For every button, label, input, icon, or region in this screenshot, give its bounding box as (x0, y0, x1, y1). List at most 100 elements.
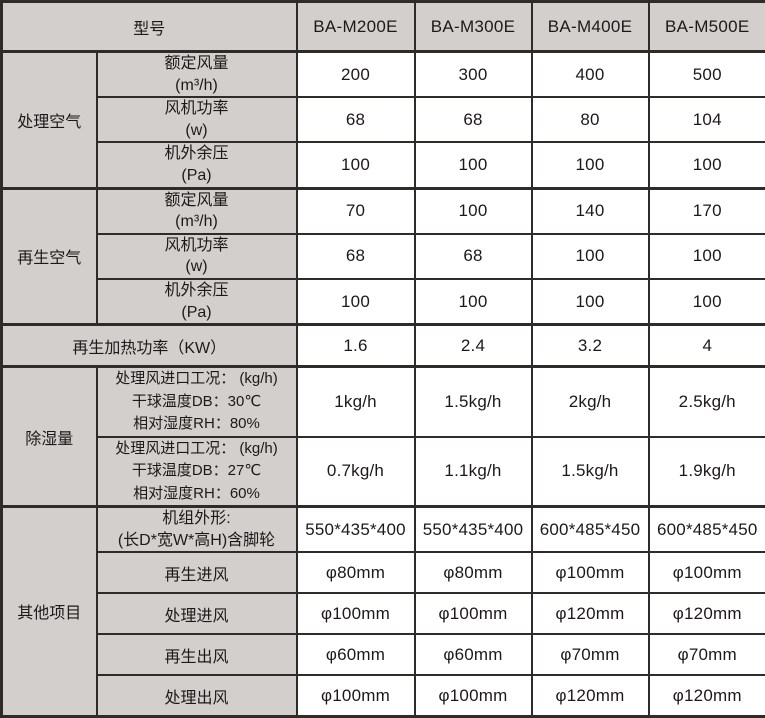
table-row: 机外余压 (Pa) 100 100 100 100 (2, 279, 765, 325)
group-label-regen-air: 再生空气 (2, 188, 97, 325)
table-row: 处理进风 φ100mm φ100mm φ120mm φ120mm (2, 593, 765, 634)
spec-value-cell: 2.5kg/h (649, 367, 765, 437)
spec-label-cell: 额定风量 (m³/h) (97, 188, 297, 234)
spec-value-cell: 68 (415, 97, 532, 142)
spec-value-cell: φ80mm (415, 552, 532, 593)
spec-value-cell: 100 (532, 142, 649, 188)
spec-value-cell: φ70mm (532, 634, 649, 675)
spec-value-cell: φ100mm (415, 593, 532, 634)
spec-value-cell: 1.6 (297, 325, 415, 367)
spec-value-cell: 68 (415, 234, 532, 279)
spec-label-cell: 机外余压 (Pa) (97, 279, 297, 325)
spec-value-cell: 100 (297, 142, 415, 188)
spec-value-cell: φ80mm (297, 552, 415, 593)
model-header-cell: BA-M300E (415, 2, 532, 52)
spec-value-cell: 200 (297, 52, 415, 98)
table-row: 处理空气 额定风量 (m³/h) 200 300 400 500 (2, 52, 765, 98)
spec-value-cell: 600*485*450 (649, 507, 765, 553)
spec-value-cell: 550*435*400 (415, 507, 532, 553)
spec-label-line: (w) (100, 120, 294, 142)
spec-value-cell: 80 (532, 97, 649, 142)
spec-value-cell: 1.9kg/h (649, 437, 765, 507)
spec-label-cell: 再生出风 (97, 634, 297, 675)
spec-label-line: (Pa) (100, 165, 294, 187)
spec-value-cell: 3.2 (532, 325, 649, 367)
group-label-other-items: 其他项目 (2, 507, 97, 717)
spec-value-cell: 100 (649, 142, 765, 188)
spec-label-line: 相对湿度RH：60% (100, 483, 294, 506)
spec-value-cell: φ100mm (415, 675, 532, 716)
spec-value-cell: 400 (532, 52, 649, 98)
model-header-cell: BA-M200E (297, 2, 415, 52)
spec-value-cell: 170 (649, 188, 765, 234)
spec-value-cell: φ60mm (297, 634, 415, 675)
spec-label-cell: 机组外形: (长D*宽W*高H)含脚轮 (97, 507, 297, 553)
spec-value-cell: 100 (415, 188, 532, 234)
table-row: 其他项目 机组外形: (长D*宽W*高H)含脚轮 550*435*400 550… (2, 507, 765, 553)
spec-label-line: (m³/h) (100, 75, 294, 97)
table-row: 除湿量 处理风进口工况： (kg/h) 干球温度DB：30℃ 相对湿度RH：80… (2, 367, 765, 437)
spec-value-cell: φ120mm (532, 593, 649, 634)
spec-label-line: (Pa) (100, 302, 294, 324)
table-row: 风机功率 (w) 68 68 100 100 (2, 234, 765, 279)
spec-label-line: 风机功率 (100, 235, 294, 257)
spec-value-cell: 1kg/h (297, 367, 415, 437)
spec-label-line: 干球温度DB：27℃ (100, 460, 294, 483)
spec-label-line: 处理风进口工况： (kg/h) (100, 438, 294, 461)
spec-value-cell: 100 (532, 279, 649, 325)
spec-label-line: 处理风进口工况： (kg/h) (100, 368, 294, 391)
spec-value-cell: 2kg/h (532, 367, 649, 437)
spec-value-cell: φ100mm (297, 593, 415, 634)
spec-label-line: 额定风量 (100, 190, 294, 212)
spec-label-line: 机外余压 (100, 280, 294, 302)
table-row: 再生空气 额定风量 (m³/h) 70 100 140 170 (2, 188, 765, 234)
spec-label-cell: 处理风进口工况： (kg/h) 干球温度DB：30℃ 相对湿度RH：80% (97, 367, 297, 437)
spec-value-cell: 2.4 (415, 325, 532, 367)
spec-label-line: 机外余压 (100, 143, 294, 165)
model-header-cell: BA-M400E (532, 2, 649, 52)
spec-value-cell: φ100mm (297, 675, 415, 716)
model-header-label: 型号 (2, 2, 297, 52)
spec-value-cell: 550*435*400 (297, 507, 415, 553)
spec-value-cell: φ70mm (649, 634, 765, 675)
spec-value-cell: 68 (297, 234, 415, 279)
spec-value-cell: 100 (532, 234, 649, 279)
regen-heating-label: 再生加热功率（KW） (2, 325, 297, 367)
table-row: 机外余压 (Pa) 100 100 100 100 (2, 142, 765, 188)
spec-value-cell: φ120mm (532, 675, 649, 716)
spec-label-line: 机组外形: (100, 508, 294, 530)
table-row: 再生加热功率（KW） 1.6 2.4 3.2 4 (2, 325, 765, 367)
spec-value-cell: 4 (649, 325, 765, 367)
spec-value-cell: 0.7kg/h (297, 437, 415, 507)
spec-value-cell: 100 (415, 279, 532, 325)
spec-value-cell: 1.5kg/h (415, 367, 532, 437)
spec-label-cell: 额定风量 (m³/h) (97, 52, 297, 98)
spec-value-cell: φ100mm (532, 552, 649, 593)
spec-label-line: 额定风量 (100, 53, 294, 75)
spec-value-cell: 1.5kg/h (532, 437, 649, 507)
spec-label-line: (m³/h) (100, 211, 294, 233)
spec-label-line: 干球温度DB：30℃ (100, 391, 294, 414)
spec-value-cell: 1.1kg/h (415, 437, 532, 507)
spec-value-cell: 100 (649, 234, 765, 279)
spec-value-cell: 500 (649, 52, 765, 98)
table-row: 处理出风 φ100mm φ100mm φ120mm φ120mm (2, 675, 765, 716)
spec-label-line: (长D*宽W*高H)含脚轮 (100, 530, 294, 552)
spec-value-cell: 100 (415, 142, 532, 188)
spec-label-cell: 风机功率 (w) (97, 234, 297, 279)
spec-label-cell: 处理风进口工况： (kg/h) 干球温度DB：27℃ 相对湿度RH：60% (97, 437, 297, 507)
spec-value-cell: 300 (415, 52, 532, 98)
spec-value-cell: φ60mm (415, 634, 532, 675)
table-row: 再生进风 φ80mm φ80mm φ100mm φ100mm (2, 552, 765, 593)
table-row: 风机功率 (w) 68 68 80 104 (2, 97, 765, 142)
spec-value-cell: φ120mm (649, 593, 765, 634)
spec-label-cell: 风机功率 (w) (97, 97, 297, 142)
spec-label-cell: 机外余压 (Pa) (97, 142, 297, 188)
spec-value-cell: 68 (297, 97, 415, 142)
spec-label-cell: 处理进风 (97, 593, 297, 634)
group-label-dehumidification: 除湿量 (2, 367, 97, 507)
spec-label-cell: 处理出风 (97, 675, 297, 716)
spec-value-cell: 100 (649, 279, 765, 325)
spec-value-cell: 100 (297, 279, 415, 325)
